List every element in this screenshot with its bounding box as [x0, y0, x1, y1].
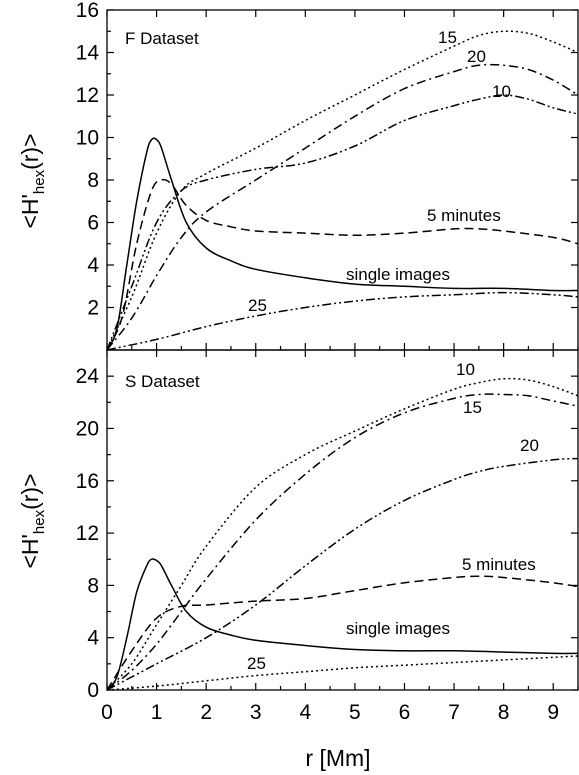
panel-f-dataset: 2 4 6 8 10 12 14 16 single images 5 minutes 10 15 20…: [76, 0, 579, 351]
series-label-15: 15: [438, 28, 457, 47]
panel-title-s: S Dataset: [125, 372, 200, 391]
svg-text:<H'hex(r)>: <H'hex(r)>: [17, 473, 48, 568]
y-tick-label: 8: [87, 574, 99, 597]
series-label-20: 20: [520, 436, 539, 455]
y-tick-label: 0: [87, 679, 99, 702]
series-label-5-minutes: 5 minutes: [462, 555, 536, 574]
x-tick-label: 5: [349, 701, 361, 724]
y-tick-label: 12: [76, 522, 99, 545]
y-tick-label: 12: [76, 84, 99, 107]
x-tick-label: 2: [200, 701, 212, 724]
series-label-10: 10: [456, 360, 475, 379]
series-line-15: [106, 30, 579, 351]
svg-text:<H'hex(r)>: <H'hex(r)>: [17, 133, 48, 228]
series-line-5-minutes: [106, 575, 579, 691]
x-tick-label: 1: [151, 701, 163, 724]
y-tick-label: 6: [87, 212, 99, 235]
y-axis-label-bottom: <H'hex(r)>: [17, 473, 48, 568]
series-label-5-minutes: 5 minutes: [427, 206, 501, 225]
y-tick-label: 16: [76, 470, 99, 493]
x-tick-label: 9: [547, 701, 559, 724]
series-line-20: [106, 457, 579, 691]
y-tick-label: 2: [87, 297, 99, 320]
series-label-single-images: single images: [346, 265, 450, 284]
plot-frame: [106, 9, 579, 351]
y-tick-label: 16: [76, 0, 99, 22]
series-line-25: [106, 291, 579, 351]
series-label-15: 15: [463, 398, 482, 417]
y-tick-label: 4: [87, 254, 99, 277]
series-line-15: [106, 393, 579, 691]
y-tick-label: 20: [76, 417, 99, 440]
series-label-25: 25: [247, 654, 266, 673]
series-label-25: 25: [248, 296, 267, 315]
series-line-10: [106, 377, 579, 691]
panel-title-f: F Dataset: [125, 29, 199, 48]
series-line-25: [106, 655, 579, 691]
x-tick-label: 3: [250, 701, 262, 724]
x-tick-label: 8: [498, 701, 510, 724]
x-tick-label: 4: [299, 701, 311, 724]
series-label-10: 10: [492, 82, 511, 101]
series-label-20: 20: [467, 47, 486, 66]
series-line-5-minutes: [106, 178, 579, 351]
series-line-20: [106, 63, 579, 351]
y-axis-label-top: <H'hex(r)>: [17, 133, 48, 228]
y-tick-label: 24: [76, 365, 100, 388]
series-line-10: [106, 94, 579, 351]
series-line-single-images: [106, 137, 579, 351]
series-line-single-images: [106, 558, 579, 691]
series-label-single-images: single images: [346, 619, 450, 638]
x-axis-label: r [Mm]: [305, 745, 370, 771]
y-tick-label: 10: [76, 127, 99, 150]
plot-frame: [106, 349, 579, 691]
y-tick-label: 8: [87, 169, 99, 192]
x-tick-label: 6: [399, 701, 411, 724]
x-tick-label: 0: [101, 701, 113, 724]
x-tick-label: 7: [448, 701, 460, 724]
y-tick-label: 14: [76, 42, 100, 65]
y-tick-label: 4: [87, 627, 99, 650]
